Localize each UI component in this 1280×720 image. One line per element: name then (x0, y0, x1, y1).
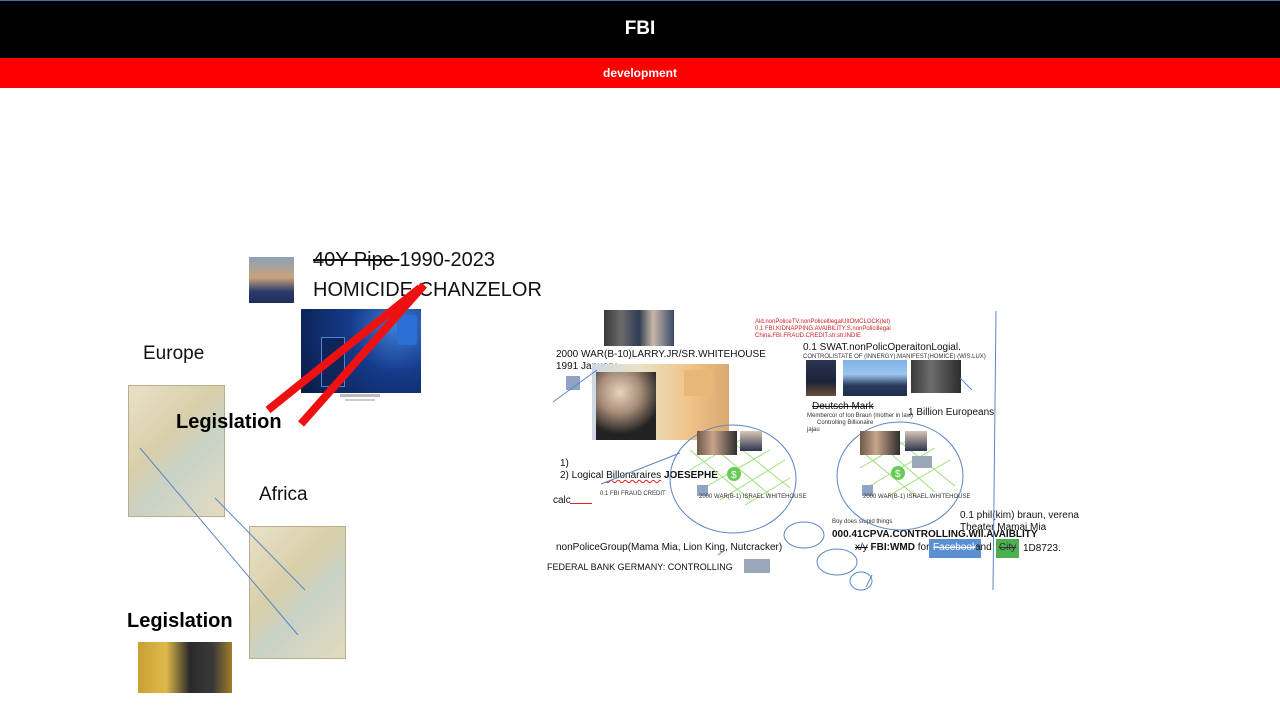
connector-line-3 (552, 369, 598, 403)
legislation-label-1: Legislation (176, 411, 282, 433)
d8723-text: 1D8723. (1023, 543, 1061, 554)
nonpolice-text: nonPoliceGroup(Mama Mia, Lion King, Nutc… (556, 542, 783, 553)
circle-photo-2a (860, 431, 900, 455)
phil-text: 0.1 phil(kim) braun, verena (960, 510, 1079, 521)
circle-photo-2c (912, 456, 932, 468)
fraud-text: 0.1 FBI FRAUD CREDIT (600, 491, 666, 497)
title-bar (0, 0, 1280, 58)
fbi-bold: FBI:WMD (867, 542, 915, 553)
stage-photo (301, 309, 421, 393)
cpva-text: 000.41CPVA.CONTROLLING.WII.AVAIBLITY (832, 529, 1038, 540)
fed-text: FEDERAL BANK GERMANY: CONTROLLING (547, 562, 733, 572)
strike-text: 40Y Pipe (313, 249, 400, 271)
connector-line-1 (139, 447, 299, 636)
europeans-text: 1 Billion Europeans (908, 407, 995, 418)
ring-circle-1 (669, 424, 797, 534)
homicide-text: HOMICIDE.CHANZELOR (313, 279, 542, 301)
bubble-3 (849, 571, 873, 591)
connector-line-4 (959, 377, 973, 391)
small-deutsch-3: jajau (807, 427, 820, 433)
officer-photo (806, 360, 836, 396)
bubble-2 (816, 548, 858, 576)
dollar-icon-1 (727, 467, 741, 481)
city-label: City (998, 542, 1017, 553)
calc-squiggle (570, 503, 592, 504)
connector-line-5 (600, 452, 681, 485)
swat-text: 0.1 SWAT.nonPolicOperaitonLogial. (803, 342, 961, 353)
facebook-badge[interactable]: Facebook (929, 539, 981, 558)
small-deutsch-2: Controlling Billionaire (817, 420, 874, 426)
years-text: 1990-2023 (399, 249, 496, 271)
africa-label: Africa (259, 484, 308, 505)
dollar-icon-1-glyph: $ (731, 470, 737, 481)
page-title: FBI (624, 18, 656, 39)
page-subtitle: development (602, 66, 677, 80)
logical-2-bold: JOESEPHE (661, 470, 718, 481)
banknote-number (684, 370, 714, 396)
circle-label-2: 2000 WAR(B-1) ISRAEL.WHITEHOUSE (863, 494, 971, 500)
logical-2: 2) Logical Billonaraires JOESEPHE (560, 470, 718, 481)
circle-photo-1c (697, 485, 708, 496)
connector-line-6 (717, 549, 726, 556)
circle-photo-2b (905, 431, 927, 451)
fbi-for: for (915, 542, 930, 553)
police-photo (843, 360, 907, 396)
logical-1: 1) (560, 458, 569, 469)
small-red-1: Ald.nonPoliceTV.nonPolicelllegalUltOMCLO… (755, 319, 891, 325)
stage-caption (340, 394, 380, 397)
logical-2-prefix: 2) Logical (560, 470, 607, 481)
africa-map (249, 526, 346, 659)
two-men-photo (604, 310, 674, 346)
calc-text: calc (553, 495, 571, 506)
deutsch-text: Deutsch Mark (812, 401, 874, 412)
connector-line-2 (214, 497, 306, 591)
logical-2-mid: Billonaraires (606, 470, 662, 481)
legislation-label-2: Legislation (127, 610, 233, 632)
circle-photo-1a (697, 431, 737, 455)
small-deutsch-1: Membercor of Ion Braun (mother in law) (807, 413, 914, 419)
tiny-photo-2 (744, 559, 770, 573)
speaker-photo (138, 642, 232, 693)
circle-photo-2d (862, 485, 873, 496)
and-text: and (975, 542, 992, 553)
vertical-divider (992, 310, 997, 591)
small-swat: CONTROLISTATE OF (INNERGY).MANIFEST(HOMI… (803, 354, 986, 360)
dollar-icon-2-glyph: $ (895, 469, 901, 480)
bubble-1 (783, 521, 825, 549)
fbi-line: x/y FBI:WMD for (855, 542, 929, 553)
story-text: Boy does stupid things (832, 519, 893, 525)
portrait-photo (249, 257, 294, 303)
small-red-2: 0.1 FBI.KIDNAPPING.AVAIBILITY.S.nonPolic… (755, 326, 891, 332)
red-cross-line-2 (298, 282, 427, 427)
circle-photo-1b (740, 431, 762, 451)
fbi-prefix: x/y (855, 542, 868, 553)
lineup-photo (911, 360, 961, 393)
stage-caption-2 (345, 399, 375, 401)
dollar-icon-2 (891, 466, 905, 480)
circle-label-1: 2000 WAR(B-1) ISRAEL.WHITEHOUSE (699, 494, 807, 500)
europe-map (128, 385, 225, 517)
ring-circle-2 (836, 421, 964, 531)
war-text: 2000 WAR(B-10)LARRY.JR/SR.WHITEHOUSE (556, 349, 766, 360)
theater-text: Theater Mamai Mia (960, 522, 1047, 533)
subtitle-bar (0, 58, 1280, 88)
red-cross-line-1 (265, 284, 423, 414)
city-badge[interactable]: City (996, 539, 1019, 558)
small-red-3: China.FBI.FRAUD.CREDIT.str.str.INDIE (755, 333, 862, 339)
europe-label: Europe (143, 343, 205, 364)
banknote-photo (592, 364, 729, 440)
stage-logo (397, 315, 417, 345)
tiny-photo-1 (566, 376, 580, 390)
period-line: 40Y Pipe 1990-2023 (313, 249, 495, 272)
facebook-label: Facebook (933, 542, 977, 553)
banknote-woman (596, 372, 656, 440)
january-text: 1991 January (556, 361, 617, 372)
